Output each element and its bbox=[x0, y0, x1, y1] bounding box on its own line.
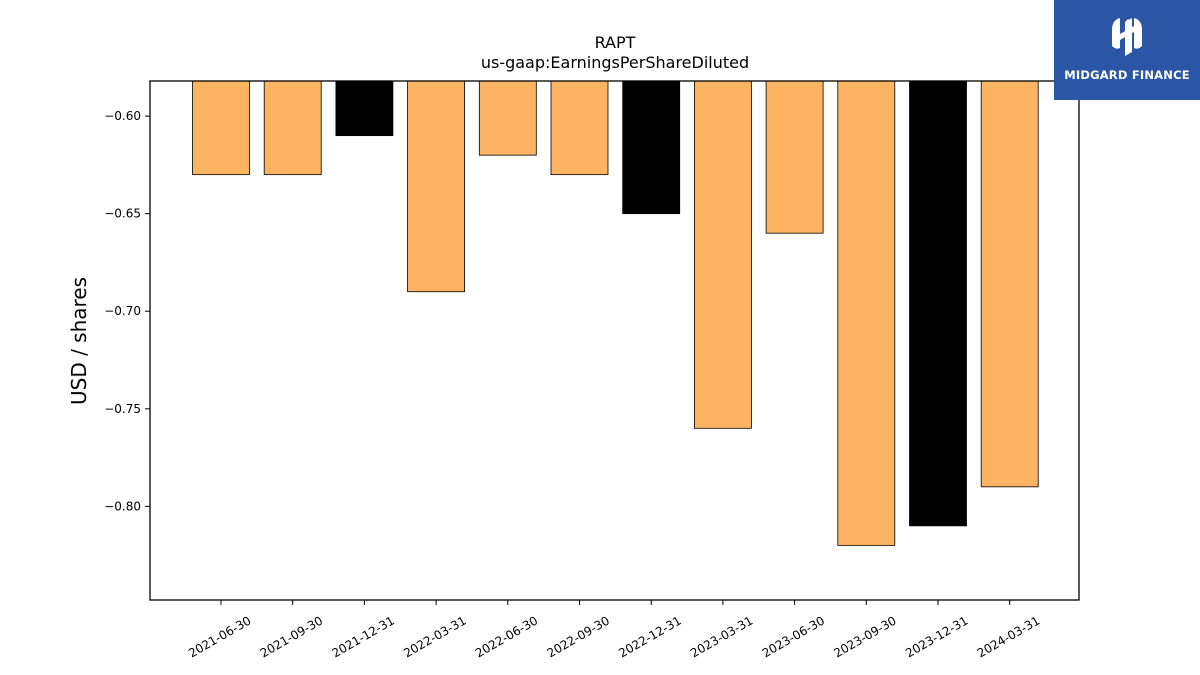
plot-frame bbox=[149, 80, 1080, 601]
x-tick-label: 2022-03-31 bbox=[401, 613, 468, 660]
brand-logo: MIDGARD FINANCE bbox=[1054, 0, 1200, 100]
bar-2021-09-30 bbox=[263, 80, 322, 176]
bar-2023-06-30 bbox=[765, 80, 824, 234]
bar-2023-09-30 bbox=[837, 80, 896, 546]
x-tick-label: 2021-09-30 bbox=[258, 613, 325, 660]
x-tick-label: 2022-12-31 bbox=[616, 613, 683, 660]
bar-2021-12-31 bbox=[335, 80, 394, 137]
y-axis-label: USD / shares bbox=[67, 277, 91, 405]
x-tick-label: 2022-06-30 bbox=[473, 613, 540, 660]
bar-2022-12-31 bbox=[622, 80, 681, 215]
x-tick-label: 2021-12-31 bbox=[329, 613, 396, 660]
chart-subtitle: us-gaap:EarningsPerShareDiluted bbox=[481, 53, 749, 72]
bar-2023-03-31 bbox=[694, 80, 752, 429]
y-tick-label: −0.70 bbox=[104, 304, 141, 318]
bar-2022-03-31 bbox=[407, 80, 466, 293]
x-tick-label: 2021-06-30 bbox=[186, 613, 253, 660]
bar-2023-12-31 bbox=[909, 80, 967, 527]
x-tick-label: 2023-03-31 bbox=[688, 613, 755, 660]
bars bbox=[192, 80, 1039, 546]
x-tick-label: 2023-09-30 bbox=[831, 613, 898, 660]
x-tick-label: 2023-12-31 bbox=[903, 613, 970, 660]
y-tick-label: −0.80 bbox=[104, 499, 141, 513]
chart-title: RAPT bbox=[595, 33, 636, 52]
y-tick-label: −0.75 bbox=[104, 402, 141, 416]
bar-2022-09-30 bbox=[550, 80, 609, 176]
bar-2024-03-31 bbox=[980, 80, 1039, 488]
midgard-logo-icon bbox=[1112, 18, 1142, 56]
bar-2022-06-30 bbox=[478, 80, 537, 156]
y-tick-label: −0.65 bbox=[104, 207, 141, 221]
bar-2021-06-30 bbox=[192, 80, 250, 176]
brand-name: MIDGARD FINANCE bbox=[1064, 68, 1190, 82]
x-tick-label: 2024-03-31 bbox=[975, 613, 1042, 660]
x-tick-label: 2023-06-30 bbox=[760, 613, 827, 660]
x-tick-label: 2022-09-30 bbox=[545, 613, 612, 660]
y-axis-ticks: −0.60 −0.65 −0.70 −0.75 −0.80 bbox=[104, 109, 150, 513]
y-tick-label: −0.60 bbox=[104, 109, 141, 123]
x-axis-ticks: 2021-06-30 2021-09-30 2021-12-31 2022-03-31… bbox=[186, 600, 1042, 660]
